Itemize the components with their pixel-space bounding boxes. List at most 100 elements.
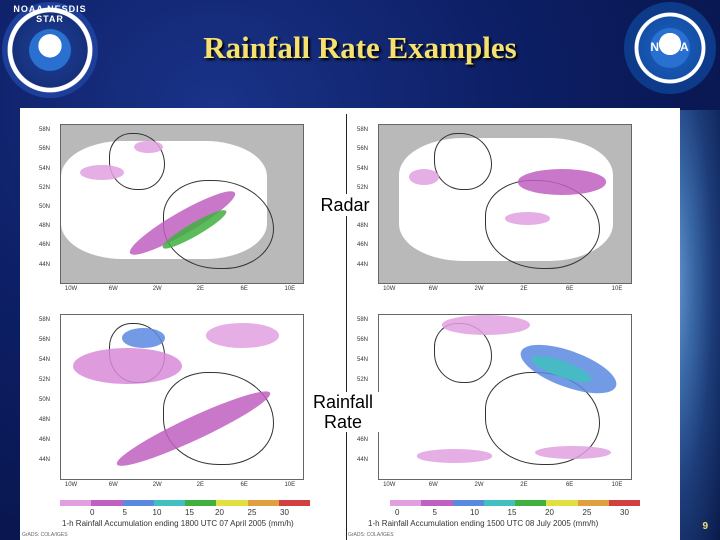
rain-patch	[505, 211, 551, 225]
colorbar-tick: 30	[280, 508, 289, 517]
coastline-continent	[162, 372, 274, 465]
lat-tick: 58N	[39, 317, 51, 324]
lat-tick: 54N	[357, 357, 369, 364]
lat-tick: 50N	[39, 397, 51, 403]
lon-tick: 10E	[611, 482, 623, 488]
colorbar-segment	[153, 500, 185, 506]
lon-tick: 10E	[284, 286, 296, 292]
lon-tick: 10W	[383, 286, 396, 292]
rain-band	[517, 169, 606, 195]
lon-tick: 10W	[383, 482, 396, 488]
colorbar-left-ticks: 0 5 10 15 20 25 30	[60, 508, 310, 518]
lon-tick: 2W	[152, 286, 162, 292]
lon-tick: 6W	[428, 482, 438, 488]
nesdis-star-logo: NOAA NESDIS STAR	[2, 2, 98, 98]
colorbar-segment	[247, 500, 279, 506]
colorbar-tick: 15	[507, 508, 517, 517]
colorbar-tick: 5	[432, 508, 437, 517]
colorbar-segment	[546, 500, 578, 506]
lat-tick: 52N	[39, 377, 51, 384]
colorbar-tick: 0	[395, 508, 400, 517]
lon-axis: 10W 6W 2W 2E 6E 10E	[60, 286, 304, 296]
lon-tick: 2E	[520, 482, 528, 488]
caption-left: 1-h Rainfall Accumulation ending 1800 UT…	[62, 519, 294, 528]
lat-tick: 44N	[39, 456, 51, 463]
colorbar-tick: 10	[152, 508, 162, 517]
lon-tick: 2W	[474, 482, 484, 488]
colorbar-segment	[216, 500, 248, 506]
lon-tick: 2E	[196, 286, 204, 292]
lat-tick: 48N	[39, 416, 51, 423]
satellite-emblem-icon	[28, 28, 72, 72]
radar-label: Radar	[312, 194, 378, 216]
colorbar-segment	[390, 500, 422, 506]
rain-patch	[535, 446, 611, 460]
lon-axis: 10W 6W 2W 2E 6E 10E	[378, 286, 632, 296]
lat-tick: 52N	[357, 377, 369, 384]
colorbar-segment	[608, 500, 640, 506]
map-plot-area	[378, 314, 632, 480]
map-rainrate-july: 58N 56N 54N 52N 50N 48N 46N 44N 10W 6W 2…	[356, 308, 638, 500]
noaa-logo-text: NOAA	[650, 40, 690, 54]
lat-tick: 48N	[357, 223, 369, 230]
lon-tick: 10E	[611, 286, 623, 292]
lat-tick: 50N	[39, 204, 51, 210]
colorbar-tick: 0	[90, 508, 95, 517]
rain-area	[73, 347, 182, 384]
noaa-logo: NOAA	[624, 2, 716, 94]
colorbar-tick: 10	[470, 508, 479, 517]
lat-tick: 56N	[357, 337, 369, 344]
lat-tick: 58N	[39, 127, 51, 134]
lat-axis: 58N 56N 54N 52N 50N 48N 46N 44N	[38, 124, 60, 284]
colorbar-left	[60, 500, 310, 506]
colorbar-tick: 20	[215, 508, 224, 517]
colorbar-tick: 5	[122, 508, 127, 517]
caption-right: 1-h Rainfall Accumulation ending 1500 UT…	[368, 519, 599, 528]
panel-divider	[346, 114, 347, 540]
lat-tick: 46N	[39, 242, 51, 249]
lat-tick: 44N	[357, 456, 369, 463]
page-number: 9	[702, 521, 708, 532]
lon-tick: 6W	[108, 286, 118, 292]
map-plot-area	[60, 314, 304, 480]
rain-patch	[442, 315, 531, 335]
lat-tick: 58N	[357, 127, 369, 134]
map-plot-area	[60, 124, 304, 284]
map-radar-april: 58N 56N 54N 52N 50N 48N 46N 44N 10W 6W 2…	[38, 118, 310, 304]
lon-tick: 6E	[565, 482, 574, 488]
colorbar-segment	[452, 500, 484, 506]
colorbar-tick: 25	[247, 508, 257, 517]
slide-title: Rainfall Rate Examples	[203, 30, 517, 65]
lon-tick: 10E	[284, 482, 296, 488]
lon-tick: 10W	[64, 286, 78, 292]
colorbar-segment	[91, 500, 123, 506]
colorbar-right	[390, 500, 640, 506]
rainfall-rate-label: Rainfall Rate	[306, 392, 380, 432]
lat-tick: 46N	[357, 242, 369, 249]
colorbar-tick: 30	[620, 508, 629, 517]
lat-tick: 46N	[39, 436, 51, 443]
lon-tick: 2W	[152, 482, 162, 488]
lat-tick: 54N	[39, 357, 51, 364]
rainfall-rate-label-line2: Rate	[323, 412, 363, 432]
lat-tick: 52N	[357, 184, 369, 191]
lat-tick: 52N	[39, 184, 51, 191]
lat-axis: 58N 56N 54N 52N 50N 48N 46N 44N	[38, 314, 60, 480]
coastline-britain	[109, 132, 165, 191]
rain-patch	[80, 164, 124, 181]
credit-right: GrADS: COLA/IGES	[348, 532, 394, 538]
map-rainrate-april: 58N 56N 54N 52N 50N 48N 46N 44N 10W 6W 2…	[38, 308, 310, 500]
lat-tick: 56N	[39, 337, 51, 344]
map-radar-july: 58N 56N 54N 52N 50N 48N 46N 44N 10W 6W 2…	[356, 118, 638, 304]
lat-tick: 44N	[357, 261, 369, 268]
lon-tick: 6W	[428, 286, 438, 292]
lon-tick: 6E	[240, 482, 248, 488]
rain-patch	[409, 169, 440, 186]
lon-tick: 6W	[108, 482, 118, 488]
lat-tick: 48N	[39, 223, 51, 230]
colorbar-segment	[122, 500, 154, 506]
lat-tick: 54N	[39, 165, 51, 172]
lon-axis: 10W 6W 2W 2E 6E 10E	[60, 482, 304, 492]
colorbar-segment	[60, 500, 92, 506]
lon-tick: 2E	[520, 286, 528, 292]
